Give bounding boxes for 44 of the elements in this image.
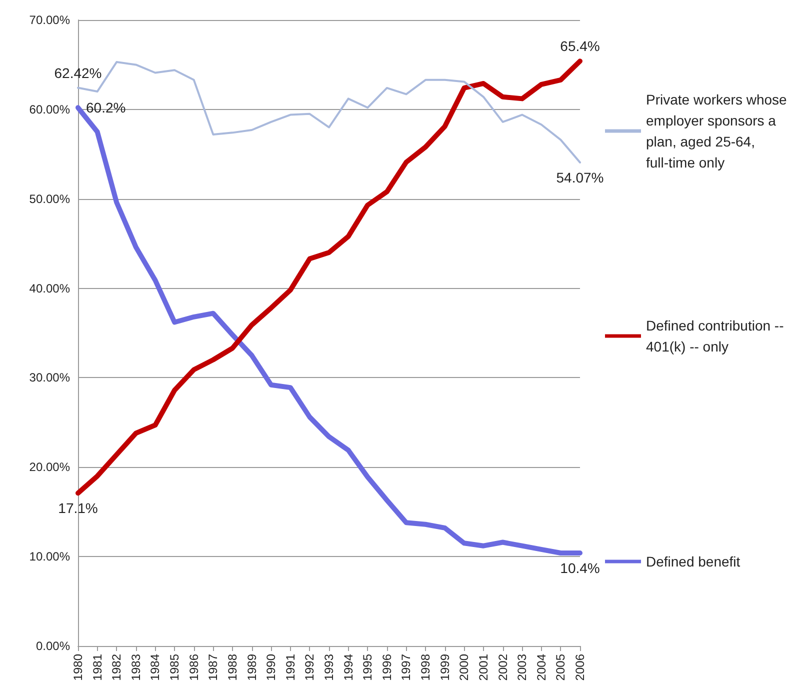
x-tick-label: 1995 bbox=[360, 654, 375, 681]
data-label: 62.42% bbox=[54, 64, 102, 81]
y-tick-label: 0.00% bbox=[36, 639, 70, 653]
x-tick-label: 1999 bbox=[438, 654, 452, 681]
x-tick-label: 1989 bbox=[244, 654, 259, 681]
x-tick-label: 2005 bbox=[554, 654, 568, 681]
x-tick-label: 2000 bbox=[457, 654, 472, 681]
x-tick-label: 1981 bbox=[90, 654, 104, 681]
legend-label: Defined benefit bbox=[646, 554, 740, 570]
legend-label: Defined contribution -- 401(k) -- only bbox=[646, 318, 788, 354]
x-tick-label: 2001 bbox=[476, 654, 490, 681]
x-tick-label: 1991 bbox=[283, 654, 298, 681]
legend-label: Private workers whose employer sponsors a plan, aged 25-64, full-time only bbox=[646, 92, 791, 170]
y-tick-label: 30.00% bbox=[29, 370, 70, 385]
x-tick-label: 2002 bbox=[496, 654, 510, 681]
data-label: 17.1% bbox=[58, 500, 98, 516]
x-tick-label: 1985 bbox=[168, 654, 182, 681]
x-tick-label: 2006 bbox=[573, 654, 587, 681]
x-tick-label: 1980 bbox=[71, 654, 85, 681]
x-tick-label: 1986 bbox=[186, 654, 201, 681]
x-tick-label: 1996 bbox=[380, 654, 394, 681]
y-tick-label: 20.00% bbox=[29, 460, 70, 474]
x-tick-label: 1988 bbox=[225, 654, 240, 681]
y-tick-label: 10.00% bbox=[29, 550, 70, 564]
x-tick-label: 1993 bbox=[322, 654, 336, 681]
x-tick-label: 2004 bbox=[534, 654, 548, 681]
data-label: 10.4% bbox=[560, 560, 600, 576]
y-tick-label: 50.00% bbox=[29, 192, 70, 206]
x-tick-label: 1982 bbox=[110, 654, 124, 681]
data-label: 60.2% bbox=[86, 100, 126, 116]
x-tick-label: 1987 bbox=[206, 654, 220, 681]
x-tick-label: 2003 bbox=[515, 654, 530, 681]
x-tick-label: 1990 bbox=[264, 654, 278, 681]
y-tick-label: 60.00% bbox=[29, 102, 70, 116]
x-tick-label: 1998 bbox=[418, 654, 433, 681]
x-tick-label: 1992 bbox=[302, 654, 317, 681]
data-label: 54.07% bbox=[556, 169, 604, 186]
x-tick-label: 1997 bbox=[399, 654, 414, 681]
y-tick-label: 40.00% bbox=[29, 281, 70, 296]
x-tick-label: 1994 bbox=[341, 654, 356, 681]
x-tick-label: 1983 bbox=[128, 654, 143, 681]
x-tick-label: 1984 bbox=[148, 654, 162, 681]
data-label: 65.4% bbox=[560, 38, 600, 54]
y-tick-label: 70.00% bbox=[29, 13, 70, 27]
